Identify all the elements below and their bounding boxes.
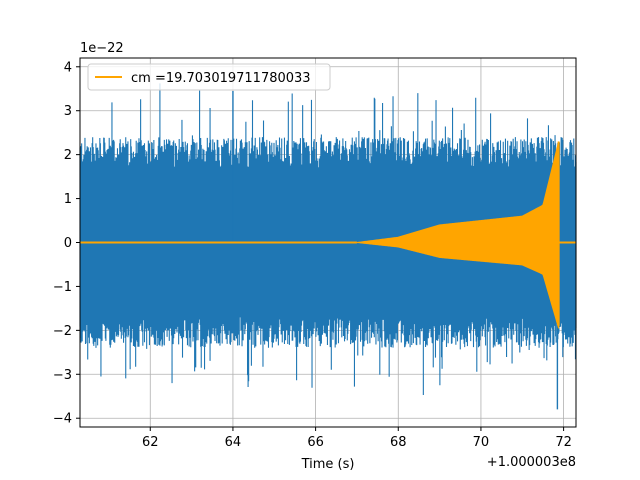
x-tick-label: 68 [390,435,407,450]
y-tick-label: 1 [64,192,72,207]
series-orange-chirp [80,141,576,329]
y-tick-label: −2 [53,324,72,339]
y-tick-label: −3 [53,368,72,383]
y-tick-label: −1 [53,280,72,295]
y-tick-label: 0 [64,236,72,251]
y-tick-label: 3 [64,104,72,119]
x-offset-label: +1.000003e8 [487,455,576,470]
x-tick-label: 70 [473,435,490,450]
y-scale-label: 1e−22 [80,41,124,56]
x-tick-label: 62 [142,435,159,450]
y-tick-label: 4 [64,60,72,75]
x-axis-label: Time (s) [301,457,355,472]
x-tick-label: 72 [555,435,572,450]
x-tick-label: 66 [307,435,324,450]
y-tick-label: −4 [53,412,72,427]
legend-box [87,63,331,91]
legend-label-orange: cm =19.703019711780033 [131,71,311,86]
y-axis: −4 −3 −2 −1 0 1 2 3 4 [53,60,80,427]
y-tick-label: 2 [64,148,72,163]
legend: cm =19.703019711780033 [87,63,331,91]
x-axis: 62 64 66 68 70 72 [142,427,572,450]
x-tick-label: 64 [225,435,242,450]
